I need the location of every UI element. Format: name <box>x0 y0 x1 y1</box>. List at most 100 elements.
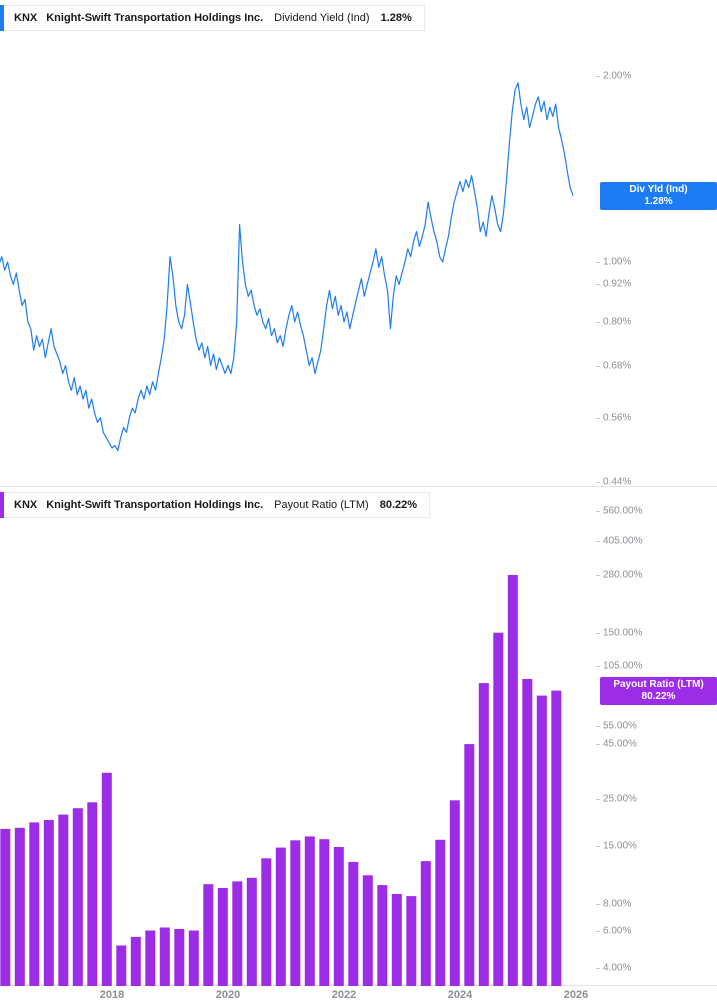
badge-value: 1.28% <box>644 195 673 207</box>
payout-ratio-bar <box>188 930 199 986</box>
axis-tick-label: 55.00% <box>603 720 637 731</box>
payout-ratio-bar <box>319 839 330 986</box>
axis-tick-label: 280.00% <box>603 569 643 581</box>
year-label: 2022 <box>331 989 357 1001</box>
axis-tick-label: 0.80% <box>603 316 632 328</box>
payout-ratio-bar <box>420 861 431 986</box>
payout-ratio-bar <box>246 877 257 986</box>
axis-tick <box>596 262 600 263</box>
payout-ratio-bar <box>43 820 54 986</box>
payout-ratio-bar <box>377 885 388 986</box>
payout-ratio-value-badge: Payout Ratio (LTM) 80.22% <box>600 676 717 705</box>
payout-ratio-bar <box>348 861 359 986</box>
axis-tick-label: 45.00% <box>603 738 637 750</box>
payout-ratio-bar <box>101 772 112 986</box>
badge-value: 80.22% <box>641 690 676 702</box>
dividend-yield-line-series <box>0 82 574 452</box>
dividend-yield-plot[interactable] <box>0 0 717 487</box>
payout-ratio-bar <box>0 828 11 986</box>
payout-ratio-legend[interactable]: KNX Knight-Swift Transportation Holdings… <box>0 492 431 518</box>
axis-tick <box>596 365 600 367</box>
payout-ratio-plot[interactable] <box>0 487 717 986</box>
year-label: 2020 <box>215 989 241 1001</box>
div-yld-value-badge: Div Yld (Ind) 1.28% <box>600 181 717 210</box>
axis-tick-label: 15.00% <box>603 840 637 852</box>
year-label: 2024 <box>447 989 473 1001</box>
payout-ratio-bar <box>522 679 533 986</box>
axis-tick <box>596 725 600 727</box>
metric-name: Payout Ratio (LTM) <box>274 499 369 511</box>
axis-tick <box>596 968 600 969</box>
metric-value: 1.28% <box>380 12 412 24</box>
axis-tick <box>596 632 600 634</box>
payout-ratio-bar <box>551 690 562 986</box>
payout-ratio-bar <box>493 632 504 986</box>
axis-tick <box>596 845 600 847</box>
series-color-bar <box>0 492 4 518</box>
payout-ratio-bar <box>435 839 446 986</box>
axis-tick <box>596 284 600 286</box>
payout-ratio-bar <box>333 847 344 986</box>
payout-ratio-bar <box>14 827 25 986</box>
payout-ratio-bar <box>58 814 69 986</box>
axis-tick <box>596 76 600 77</box>
payout-ratio-bar <box>159 927 170 986</box>
payout-ratio-bar <box>174 929 185 986</box>
company-name: Knight-Swift Transportation Holdings Inc… <box>46 499 264 511</box>
axis-tick-label: 0.92% <box>603 278 632 290</box>
payout-ratio-bar <box>406 896 417 986</box>
axis-tick-label: 8.00% <box>603 898 632 910</box>
payout-ratio-panel: 560.00% 405.00% 280.00% 150.00% 105.00% 55.00… <box>0 487 717 986</box>
payout-ratio-bar <box>203 884 214 986</box>
payout-ratio-bar <box>275 847 286 986</box>
axis-tick <box>596 482 600 484</box>
axis-tick-label: 0.56% <box>603 412 632 424</box>
axis-tick-label: 150.00% <box>603 627 643 639</box>
payout-ratio-bar <box>29 822 40 986</box>
payout-ratio-bar <box>130 936 141 986</box>
axis-tick-label: 560.00% <box>603 505 643 517</box>
axis-tick-label: 2.00% <box>603 70 632 82</box>
axis-tick <box>596 744 600 746</box>
payout-ratio-bar <box>464 744 475 986</box>
axis-tick-label: 0.44% <box>603 476 632 488</box>
axis-tick-label: 6.00% <box>603 925 632 936</box>
axis-tick <box>596 540 600 542</box>
company-name: Knight-Swift Transportation Holdings Inc… <box>46 12 264 24</box>
payout-ratio-bar <box>72 808 83 986</box>
payout-ratio-bar <box>87 802 98 986</box>
payout-ratio-bar <box>116 945 127 986</box>
ticker-symbol: KNX <box>14 12 38 24</box>
axis-tick-label: 25.00% <box>603 793 637 804</box>
payout-ratio-bar <box>290 840 301 986</box>
payout-ratio-bar <box>449 800 460 986</box>
axis-tick <box>596 417 600 419</box>
badge-label: Payout Ratio (LTM) <box>613 678 704 690</box>
time-axis: 2018 2020 2022 2024 2026 <box>0 986 717 1005</box>
axis-tick <box>596 903 600 905</box>
axis-tick-label: 405.00% <box>603 535 643 547</box>
dividend-yield-panel: 2.00% 1.00% 0.92% 0.80% 0.68% 0.56% 0.44% KNX … <box>0 0 717 488</box>
axis-tick <box>596 798 600 800</box>
payout-ratio-bar <box>391 894 402 986</box>
payout-ratio-bar <box>261 858 272 986</box>
payout-ratio-bar <box>536 695 547 986</box>
dividend-yield-legend[interactable]: KNX Knight-Swift Transportation Holdings… <box>0 5 425 31</box>
year-label: 2026 <box>563 989 589 1001</box>
axis-tick-label: 0.68% <box>603 360 632 371</box>
payout-ratio-bar <box>507 575 518 986</box>
ticker-symbol: KNX <box>14 499 38 511</box>
metric-name: Dividend Yield (Ind) <box>274 12 370 24</box>
axis-tick <box>596 930 600 932</box>
badge-label: Div Yld (Ind) <box>629 183 688 195</box>
axis-tick-label: 105.00% <box>603 660 643 672</box>
payout-ratio-bar <box>304 836 315 986</box>
payout-ratio-bar <box>362 875 373 986</box>
payout-ratio-bar <box>217 888 228 986</box>
payout-ratio-bar <box>232 881 243 986</box>
metric-value: 80.22% <box>379 499 418 511</box>
axis-tick <box>596 575 600 576</box>
axis-tick <box>596 665 600 667</box>
axis-tick <box>596 510 600 512</box>
